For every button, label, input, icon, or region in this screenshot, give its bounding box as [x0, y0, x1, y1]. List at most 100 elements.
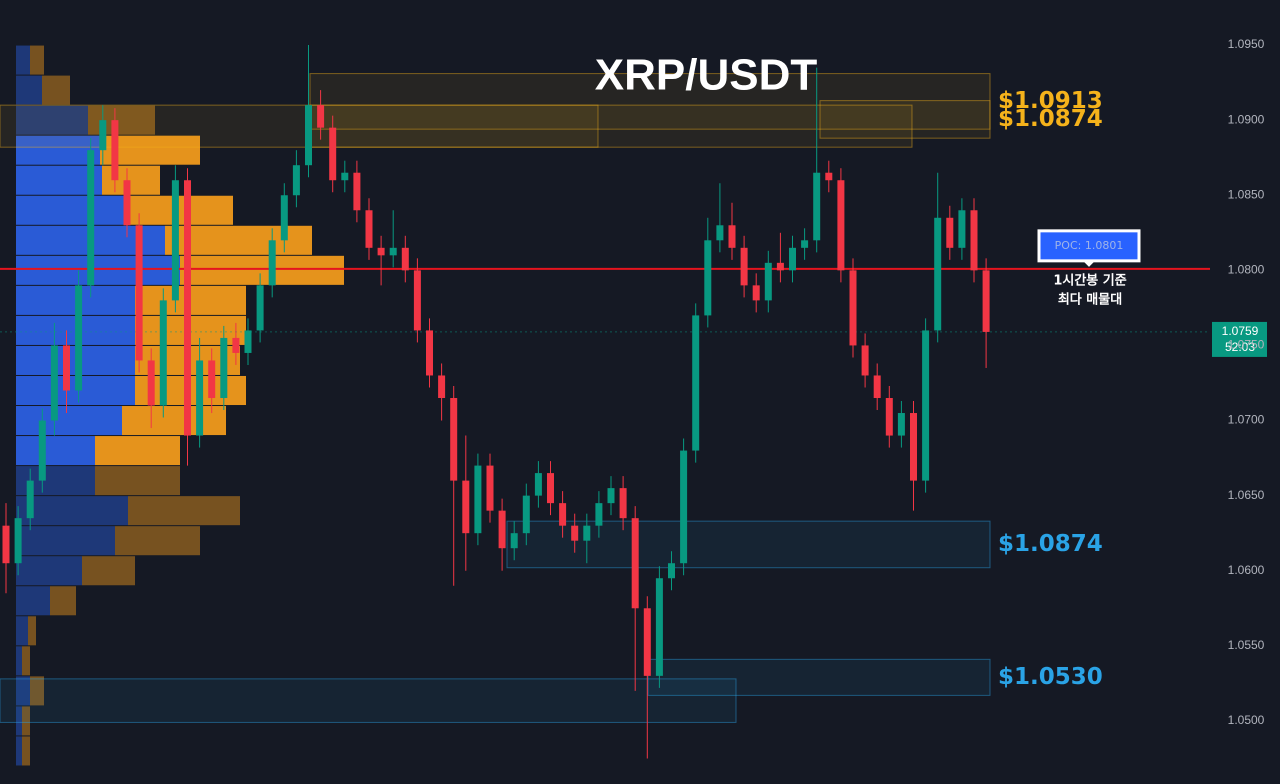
candle-body: [159, 300, 167, 406]
candle-body: [510, 533, 518, 549]
profile-sell: [28, 616, 36, 646]
candle-body: [123, 180, 131, 226]
profile-buy: [16, 255, 180, 285]
candle-body: [946, 217, 954, 248]
candle-body: [184, 180, 191, 436]
candle-body: [595, 503, 603, 526]
candle-body: [317, 105, 325, 128]
candle-body: [401, 247, 409, 271]
candle-body: [897, 413, 905, 436]
candle-body: [740, 247, 748, 286]
profile-sell: [95, 436, 180, 466]
profile-sell: [115, 526, 200, 556]
profile-sell: [128, 496, 240, 526]
candle-body: [982, 270, 990, 332]
zone-label: $1.0874: [998, 106, 1103, 132]
profile-buy: [16, 406, 122, 436]
candle-body: [522, 495, 530, 534]
y-tick-label: 1.0950: [1228, 37, 1265, 51]
candle-body: [389, 247, 397, 256]
zone: [309, 104, 913, 148]
profile-sell: [102, 165, 160, 195]
y-tick-label: 1.0700: [1228, 413, 1265, 427]
y-tick-label: 1.0900: [1228, 112, 1265, 126]
candle-body: [196, 360, 204, 436]
candle-body: [583, 525, 591, 541]
candle-body: [26, 480, 34, 519]
zones: [0, 73, 1210, 723]
zone-label: $1.0913: [998, 88, 1103, 114]
candle-body: [353, 172, 361, 211]
candle-body: [680, 450, 688, 564]
candle-body: [75, 285, 83, 391]
profile-buy: [16, 736, 22, 766]
candle-body: [268, 240, 276, 286]
candle-body: [619, 488, 627, 519]
candle-body: [292, 165, 300, 196]
candle-body: [486, 465, 494, 511]
candle-body: [704, 240, 712, 316]
profile-buy: [16, 105, 88, 135]
profile-buy: [16, 436, 95, 466]
profile-buy: [16, 526, 115, 556]
y-tick-label: 1.0750: [1228, 338, 1265, 352]
candle-body: [776, 262, 784, 271]
profile-sell: [50, 586, 76, 616]
profile-sell: [180, 255, 344, 285]
candle-body: [329, 127, 337, 181]
candle-body: [147, 360, 155, 406]
candle-body: [837, 180, 845, 271]
candle-body: [958, 210, 966, 248]
profile-sell: [82, 556, 135, 586]
candle-body: [365, 210, 373, 248]
candle-body: [861, 345, 869, 376]
y-tick-label: 1.0550: [1228, 638, 1265, 652]
candle-body: [534, 473, 542, 496]
candle-body: [14, 518, 22, 564]
candle-body: [232, 337, 240, 353]
profile-buy: [16, 706, 22, 736]
candle-body: [462, 480, 470, 534]
y-tick-label: 1.0850: [1228, 187, 1265, 201]
candle-body: [631, 518, 639, 609]
y-tick-label: 1.0600: [1228, 563, 1265, 577]
candle-body: [849, 270, 857, 346]
countdown-label: 52:03: [1225, 340, 1255, 354]
profile-sell: [30, 45, 44, 75]
candle-body: [607, 488, 615, 504]
profile-buy: [16, 195, 128, 225]
candle-body: [280, 195, 288, 241]
candle-body: [171, 180, 179, 301]
candle-body: [885, 398, 893, 436]
candle-body: [426, 330, 433, 376]
zone-label: $1.0874: [998, 531, 1103, 557]
candle-body: [655, 578, 663, 676]
candle-body: [305, 105, 312, 166]
candle-body: [764, 262, 772, 301]
candle-body: [438, 375, 446, 399]
candle-body: [474, 465, 482, 534]
candle-body: [413, 270, 421, 331]
profile-buy: [16, 556, 82, 586]
zone: [506, 520, 991, 569]
candle-body: [559, 503, 567, 526]
candle-body: [571, 525, 579, 541]
candle-body: [789, 247, 796, 271]
profile-sell: [42, 75, 70, 105]
candle-body: [910, 413, 917, 481]
chart-title: XRP/USDT: [595, 51, 818, 100]
candle-body: [256, 285, 264, 331]
candle-body: [50, 345, 58, 421]
last-price-label: 1.0759: [1222, 324, 1259, 338]
candle-body: [111, 120, 119, 181]
profile-buy: [16, 616, 28, 646]
candle-body: [547, 473, 554, 504]
candle-body: [716, 225, 724, 241]
zone-label: $1.0530: [998, 664, 1103, 690]
candle-body: [220, 337, 228, 399]
profile-sell: [22, 736, 30, 766]
candle-body: [99, 120, 107, 151]
